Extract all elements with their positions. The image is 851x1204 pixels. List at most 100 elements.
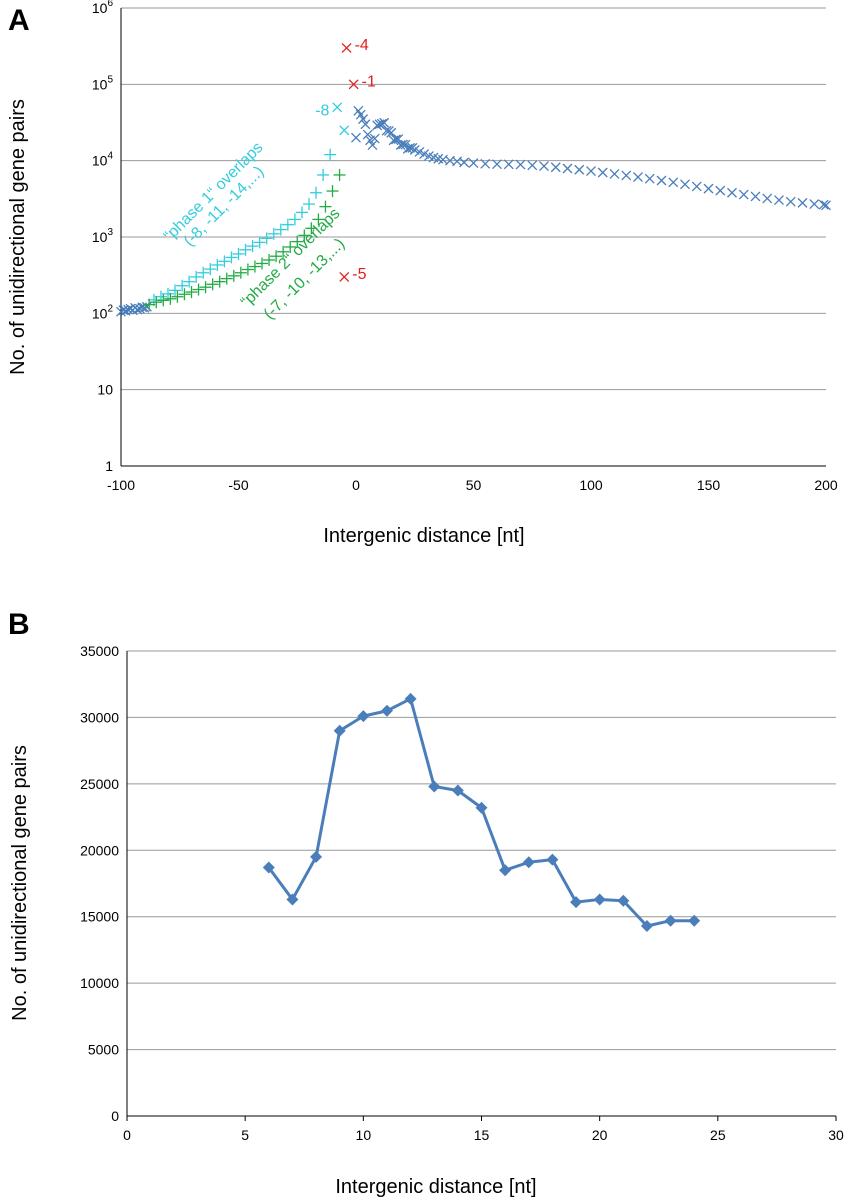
data-point-x [358,114,369,125]
panel-b-y-tick-labels: 0 5000 10000 15000 20000 25000 30000 35000 [80,643,119,1124]
data-point-plus [291,235,304,248]
data-point-plus [305,222,318,235]
data-point-plus [317,168,330,181]
data-point-plus [281,218,294,231]
data-point-x [597,167,608,178]
data-point-x [362,129,373,140]
data-point-diamond [404,692,417,705]
data-point-x [574,164,585,175]
panel-b-y-tick-label: 15000 [80,909,119,925]
data-point-x [738,189,749,200]
panel-a-annotation: -8 [315,102,329,119]
data-point-x [774,195,784,205]
data-point-plus [260,232,273,245]
panel-a-y-tick-label: 103 [92,227,114,245]
panel-letter-a: A [8,4,30,37]
data-point-plus [162,287,174,300]
data-point-x [821,200,831,211]
data-point-plus [312,213,325,226]
data-point-x [539,161,549,172]
data-point-plus [253,236,266,249]
data-point-plus [178,288,191,301]
panel-a-x-tick-label: 50 [466,477,482,493]
data-point-plus [277,245,290,258]
panel-b-y-tick-label: 30000 [80,709,119,725]
data-point-plus [150,296,163,309]
data-point-x [332,102,343,113]
panel-b-y-axis-title: No. of unidirectional gene pairs [9,745,31,1021]
data-point-plus [239,243,252,256]
data-point-plus [295,206,308,219]
data-point-x [351,132,361,143]
panel-a-x-tick-label: 200 [814,477,838,493]
panel-b-series [262,692,701,933]
panel-b-y-tick-label: 35000 [80,643,119,659]
panel-a-x-tick-label: 150 [697,477,721,493]
panel-a-gridlines [121,7,826,391]
data-point-plus [171,290,184,303]
panel-a-annotation: -4 [355,37,369,54]
data-point-plus [274,223,287,236]
data-point-plus [213,275,226,288]
data-point-x [527,160,538,171]
data-point-x [367,140,378,151]
data-point-plus [183,275,196,288]
data-point-diamond [357,710,370,723]
data-point-plus [192,283,205,296]
data-point-diamond [593,893,606,906]
data-point-plus [225,251,238,264]
data-point-x [515,159,526,170]
panel-b-y-tick-label: 20000 [80,842,119,858]
panel-b-x-tick-label: 5 [241,1127,249,1143]
data-point-plus [241,263,254,276]
data-point-plus [190,270,203,283]
data-point-x [390,134,401,145]
data-point-diamond [262,861,275,874]
data-point-plus [248,260,261,273]
panel-b-x-axis-title: Intergenic distance [nt] [335,1176,536,1198]
data-point-plus [169,284,182,297]
data-point-plus [267,227,280,240]
data-point-diamond [428,780,441,793]
panel-a-annotation: -1 [362,73,376,90]
data-point-plus [211,258,224,271]
data-point-x [703,183,714,194]
data-point-plus [234,266,247,279]
panel-a-y-tick-label: 1 [105,458,113,474]
panel-a-x-tick-label: 0 [352,477,360,493]
data-point-x [668,177,679,188]
panel-a-y-tick-label: 10 [97,382,113,398]
panel-b-y-tick-label: 5000 [88,1042,119,1058]
data-point-x [341,42,352,53]
panel-b-x-tick-label: 30 [828,1127,844,1143]
data-point-plus [185,286,198,299]
data-point-x [797,197,808,208]
data-point-diamond [640,920,653,933]
panel-a-x-tick-labels: -100 -50 0 50 100 150 200 [107,477,838,493]
panel-a-x-tick-label: 100 [579,477,603,493]
data-point-x [562,163,573,174]
data-point-x [621,170,632,181]
data-point-x [369,133,380,144]
data-point-plus [206,278,219,291]
data-point-x [550,162,561,173]
data-point-x [480,158,491,169]
data-point-diamond [286,893,299,906]
data-point-plus [324,148,337,161]
data-point-plus [263,253,276,266]
panel-a-y-tick-label: 105 [92,74,114,92]
data-point-plus [199,281,212,294]
data-point-x [762,193,773,204]
data-point-plus [164,292,177,305]
data-point-plus [220,272,233,285]
data-point-plus [284,240,297,253]
panel-a-y-tick-label: 102 [92,303,114,321]
data-point-x [750,191,761,202]
data-point-plus [157,294,170,307]
panel-a-y-axis-title: No. of unidirectional gene pairs [7,99,29,375]
panel-b-y-tick-label: 10000 [80,975,119,991]
data-point-x [818,199,829,210]
data-point-diamond [475,801,488,814]
panel-b-x-tick-labels: 0 5 10 15 20 25 30 [123,1116,844,1143]
